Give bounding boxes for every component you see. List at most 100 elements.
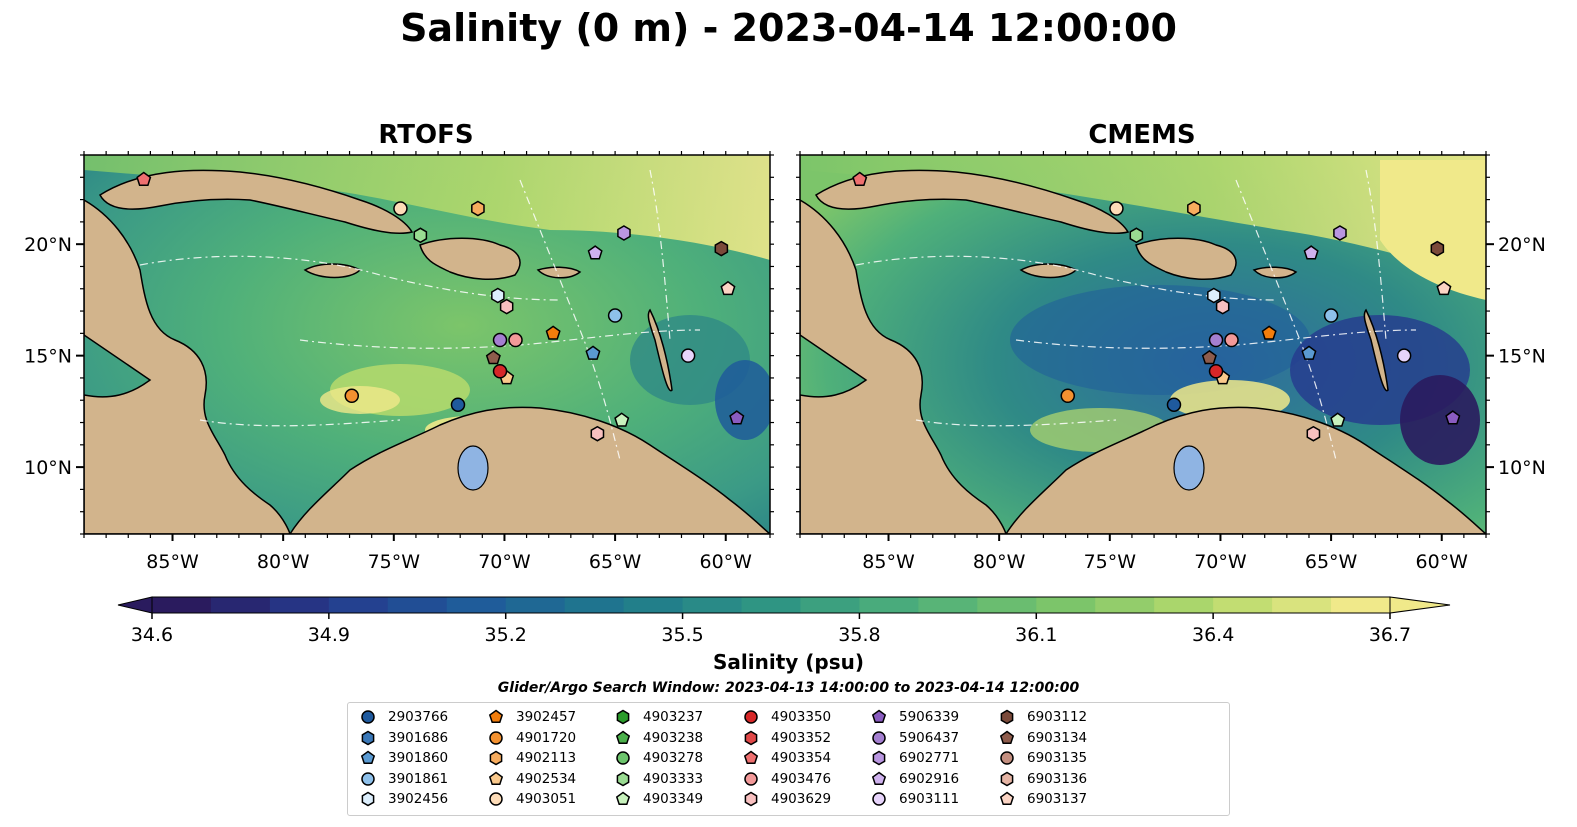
colorbar-segment: [505, 597, 566, 613]
legend-item: 3902456: [358, 789, 448, 809]
legend-marker-icon: [361, 791, 375, 807]
legend-label: 4901720: [516, 729, 577, 746]
y-tick-label: 15°N: [24, 346, 72, 368]
float-marker-3901861: [1323, 308, 1339, 323]
colorbar-tick-label: 35.5: [661, 624, 703, 646]
legend-marker-icon: [488, 709, 504, 724]
colorbar-segment: [1154, 597, 1214, 613]
legend-item: 3901686: [358, 728, 448, 748]
legend-marker: [872, 792, 886, 806]
x-tick-label: 65°W: [589, 551, 642, 573]
map-rtofs: [84, 155, 770, 534]
legend-marker: [489, 730, 503, 745]
legend-label: 4903238: [643, 729, 704, 746]
legend-marker: [616, 771, 630, 786]
float-marker-5906339: [729, 410, 745, 425]
legend-label: 3902456: [388, 791, 449, 807]
legend-marker-icon: [489, 730, 503, 745]
legend-label: 6903136: [1027, 770, 1088, 787]
legend-label: 6903137: [1027, 791, 1088, 807]
legend-marker: [488, 771, 504, 785]
y-tick-label: 10°N: [24, 457, 72, 479]
float-marker-4903051: [1109, 201, 1124, 216]
legend-marker: [616, 751, 630, 765]
colorbar-extend-min: [117, 596, 153, 614]
float-marker-3901861: [607, 308, 623, 323]
colorbar-segment: [1036, 597, 1096, 613]
legend-label: 4903237: [643, 709, 704, 725]
y-tick-label: 15°N: [1498, 346, 1546, 368]
legend-marker: [871, 771, 887, 785]
float-marker-4903629: [590, 425, 605, 442]
legend-marker-icon: [999, 730, 1015, 744]
float-marker-4903476: [508, 332, 523, 348]
colorbar-segment: [210, 597, 271, 613]
legend-marker: [872, 730, 886, 745]
x-tick-label: 65°W: [1305, 551, 1358, 573]
legend-marker: [872, 750, 886, 766]
legend-marker: [360, 750, 376, 765]
colorbar-segment: [1095, 597, 1155, 613]
y-tick-label: 10°N: [1498, 457, 1546, 479]
legend-marker: [361, 730, 375, 745]
x-tick-label: 70°W: [1194, 551, 1247, 573]
legend-item: 3901860: [358, 748, 448, 768]
legend-item: 4903476: [741, 769, 831, 789]
legend-label: 6903111: [899, 791, 960, 807]
legend-marker-icon: [489, 750, 503, 766]
legend-marker-icon: [361, 730, 375, 745]
float-marker-6903112: [1430, 240, 1445, 257]
legend-label: 4903051: [516, 791, 577, 807]
legend-label: 5906437: [899, 729, 960, 746]
colorbar-label: Salinity (psu): [712, 650, 864, 674]
float-marker-6902916: [1303, 245, 1319, 260]
legend-marker: [744, 791, 758, 807]
colorbar-tick-label: 34.6: [131, 624, 173, 646]
float-marker-5906339: [1445, 410, 1461, 425]
map-cmems: [800, 155, 1486, 534]
legend-marker: [489, 792, 503, 806]
float-marker-3902456: [491, 287, 505, 304]
legend-marker-icon: [744, 791, 758, 807]
float-marker-6903112: [714, 240, 729, 257]
x-tick-label: 60°W: [700, 551, 753, 573]
legend-label: 4903354: [771, 750, 832, 766]
float-marker-4903476: [1224, 332, 1239, 348]
legend-marker: [615, 791, 631, 806]
figure-title: Salinity (0 m) - 2023-04-14 12:00:00: [400, 6, 1177, 50]
float-marker-3901860: [585, 345, 601, 360]
float-marker-4903354: [136, 171, 152, 186]
legend-marker: [1000, 751, 1014, 765]
x-tick-label: 85°W: [862, 551, 915, 573]
float-marker-3902457: [1261, 325, 1277, 340]
float-marker-4903350: [1208, 364, 1224, 379]
float-marker-6903111: [1396, 348, 1412, 363]
colorbar-segment: [918, 597, 978, 613]
float-marker-4903354: [852, 171, 868, 186]
legend-label: 3901686: [388, 729, 449, 746]
legend-item: 6903112: [997, 707, 1087, 727]
float-marker-4903333: [1129, 227, 1144, 244]
legend-label: 6903112: [1027, 709, 1088, 725]
float-marker-4903629: [1306, 425, 1321, 442]
float-marker-4903629: [499, 298, 514, 315]
legend-marker: [489, 750, 503, 766]
colorbar-segment: [623, 597, 684, 613]
colorbar-tick-label: 35.8: [838, 624, 880, 646]
legend-marker: [744, 730, 758, 745]
legend-item: 6902916: [869, 769, 959, 789]
legend-marker-icon: [743, 750, 759, 765]
legend-marker: [744, 710, 758, 724]
legend-marker-icon: [999, 791, 1015, 806]
legend-item: 4901720: [486, 728, 576, 748]
legend-marker-icon: [872, 750, 886, 766]
float-marker-4903333: [413, 227, 428, 244]
legend-marker: [488, 709, 504, 724]
float-marker-6903134: [485, 349, 501, 365]
float-marker-4903629: [1215, 298, 1230, 315]
legend-marker-icon: [360, 750, 376, 765]
legend-item: 3902457: [486, 707, 576, 727]
float-marker-6902916: [587, 245, 603, 260]
legend-marker-icon: [872, 792, 886, 806]
